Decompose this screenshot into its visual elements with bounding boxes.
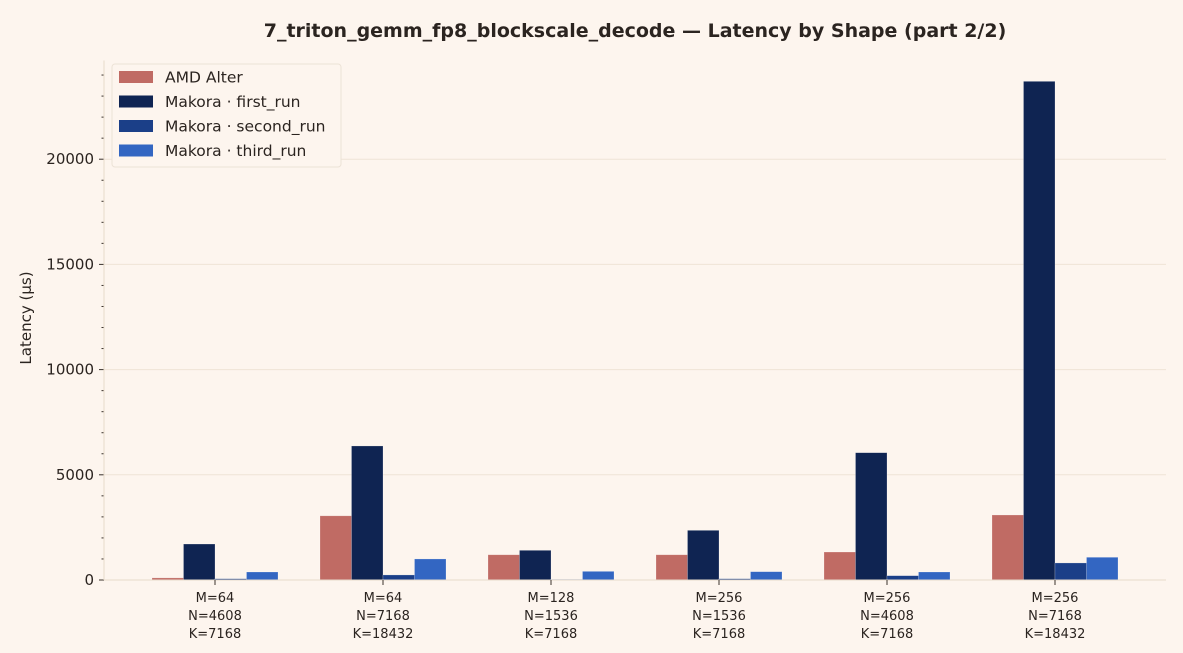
x-tick-label: M=256 N=7168 K=18432 <box>1025 591 1086 642</box>
gridlines <box>104 158 1166 476</box>
legend-label: Makora · third_run <box>165 142 306 161</box>
legend-swatch <box>119 95 153 108</box>
bar <box>519 550 552 581</box>
y-tick-label: 0 <box>84 571 94 589</box>
y-tick-label: 20000 <box>46 150 94 168</box>
bar <box>918 571 951 581</box>
bar <box>855 452 888 581</box>
y-tick-label: 15000 <box>46 255 94 273</box>
y-axis-label: Latency (µs) <box>17 271 35 364</box>
x-tick-label: M=128 N=1536 K=7168 <box>524 591 578 642</box>
bar <box>414 558 447 581</box>
x-tick-label: M=64 N=4608 K=7168 <box>188 591 242 642</box>
bar <box>319 515 352 581</box>
bar <box>351 445 384 581</box>
bar <box>823 551 856 581</box>
legend-box <box>111 63 342 168</box>
bar <box>487 554 520 581</box>
y-tick-label: 5000 <box>56 466 94 484</box>
bar <box>886 575 919 581</box>
axes: 0 5000 10000 15000 20000 M=64 N=4608 K=7168 M=64… <box>46 60 1166 642</box>
chart-title: 7_triton_gemm_fp8_blockscale_decode — La… <box>264 20 1007 42</box>
bars <box>151 81 1119 581</box>
legend-swatch <box>119 120 153 132</box>
bar <box>750 571 783 581</box>
legend-label: Makora · first_run <box>165 93 301 112</box>
x-tick-label: M=64 N=7168 K=18432 <box>353 591 414 642</box>
legend-label: AMD Alter <box>165 69 243 87</box>
bar <box>582 571 615 581</box>
bar <box>1054 562 1087 581</box>
legend-label: Makora · second_run <box>165 118 325 137</box>
legend-swatch <box>119 71 153 83</box>
bar <box>183 543 216 581</box>
bar <box>1023 81 1056 581</box>
bar <box>991 514 1024 581</box>
x-tick-label: M=256 N=4608 K=7168 <box>860 591 914 642</box>
bar <box>1086 556 1119 581</box>
bar <box>246 571 279 581</box>
bar <box>655 554 688 581</box>
y-tick-label: 10000 <box>46 361 94 379</box>
legend-swatch <box>119 144 153 157</box>
legend: AMD Alter Makora · first_run Makora · seco… <box>111 63 342 168</box>
x-tick-label: M=256 N=1536 K=7168 <box>692 591 746 642</box>
bar <box>687 530 720 581</box>
bar <box>382 574 415 581</box>
